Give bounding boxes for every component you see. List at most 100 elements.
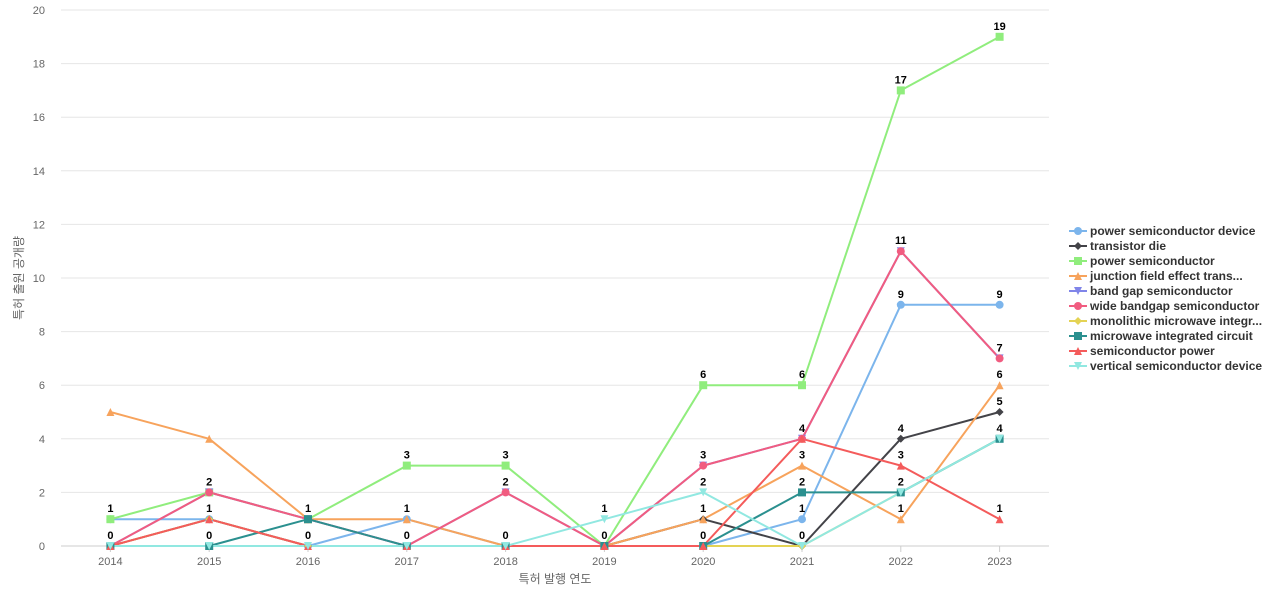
point-junction-field-effect-trans [798,461,806,470]
legend-item-transistor-die[interactable]: transistor die [1068,238,1262,253]
legend-label: semiconductor power [1090,343,1215,358]
data-label: 4 [997,423,1004,435]
point-wide-bandgap-semiconductor [896,247,905,256]
legend-marker-icon [1069,241,1087,250]
x-tick-label: 2017 [395,556,419,568]
legend-label: band gap semiconductor [1090,283,1233,298]
legend-item-power-semiconductor[interactable]: power semiconductor [1068,253,1262,268]
data-label: 19 [993,21,1005,33]
series-line-wide-bandgap-semiconductor [109,250,1001,547]
data-label: 0 [503,530,509,542]
x-axis-ticks: 2014 2015 2016 2017 2018 2019 2020 2021 2022 2023 [98,546,1012,568]
data-label: 2 [206,476,212,488]
point-semiconductor-power [798,434,806,443]
legend-symbol [1074,271,1082,280]
data-label: 6 [799,369,805,381]
legend-item-power-semiconductor-device[interactable]: power semiconductor device [1068,223,1262,238]
x-tick-label: 2019 [592,556,616,568]
y-tick-label: 14 [33,166,45,178]
legend-item-junction-field-effect-trans[interactable]: junction field effect trans... [1068,268,1262,283]
point-vertical-semiconductor-device [600,515,609,524]
data-label: 0 [107,530,113,542]
point-power-semiconductor [798,381,806,390]
point-vertical-semiconductor-device [995,434,1004,443]
data-label: 0 [601,530,607,542]
legend-label: monolithic microwave integr... [1090,313,1263,328]
gridlines [61,9,1049,547]
data-label: 2 [799,476,805,488]
legend-symbol [1074,316,1082,325]
legend-label: microwave integrated circuit [1090,328,1253,343]
data-label: 0 [305,530,311,542]
data-label: 0 [404,530,410,542]
point-junction-field-effect-trans [896,515,905,524]
point-semiconductor-power [896,461,905,470]
y-tick-label: 4 [39,434,45,446]
data-label: 0 [700,530,706,542]
point-wide-bandgap-semiconductor [699,461,708,470]
x-tick-label: 2023 [987,556,1011,568]
point-power-semiconductor [402,461,411,470]
y-tick-label: 8 [39,327,45,339]
y-tick-label: 0 [39,541,45,553]
data-label: 4 [799,423,806,435]
series-line-semiconductor-power [109,437,1001,547]
point-microwave-integrated-circuit [798,488,806,497]
data-label: 3 [404,450,410,462]
legend-item-semiconductor-power[interactable]: semiconductor power [1068,343,1262,358]
legend-symbol [1074,346,1082,355]
data-label: 1 [997,503,1003,515]
data-label: 0 [206,530,212,542]
legend-item-band-gap-semiconductor[interactable]: band gap semiconductor [1068,283,1262,298]
point-junction-field-effect-trans [205,434,214,443]
point-vertical-semiconductor-device [896,488,905,497]
data-label: 1 [700,503,706,515]
legend-item-microwave-integrated-circuit[interactable]: microwave integrated circuit [1068,328,1262,343]
x-tick-label: 2020 [691,556,715,568]
x-tick-label: 2022 [889,556,913,568]
legend-marker-icon [1069,286,1087,295]
legend-item-monolithic-microwave-integr[interactable]: monolithic microwave integr... [1068,313,1262,328]
data-label: 3 [503,450,509,462]
legend-label: transistor die [1090,238,1167,253]
point-vertical-semiconductor-device [501,542,510,550]
point-power-semiconductor [106,515,115,524]
point-vertical-semiconductor-device [699,488,708,497]
y-tick-label: 16 [33,112,45,124]
point-transistor-die [896,434,905,443]
data-label: 2 [898,476,904,488]
data-label: 1 [404,503,410,515]
legend-marker-icon [1069,226,1087,235]
y-tick-label: 6 [39,380,45,392]
data-label: 2 [503,476,509,488]
x-tick-label: 2018 [493,556,517,568]
data-label: 3 [898,450,904,462]
series-markers [106,32,1004,550]
x-tick-label: 2021 [790,556,814,568]
legend-symbol [1074,241,1082,250]
point-wide-bandgap-semiconductor [205,488,214,497]
x-axis-title: 특허 발행 연도 [519,571,592,586]
legend-marker-icon [1069,331,1087,340]
point-transistor-die [995,408,1004,416]
legend-item-vertical-semiconductor-device[interactable]: vertical semiconductor device [1068,358,1262,373]
data-label: 11 [895,235,907,247]
point-power-semiconductor [699,381,708,390]
point-junction-field-effect-trans [402,515,411,524]
y-tick-label: 20 [33,5,45,17]
data-label: 3 [700,450,706,462]
point-vertical-semiconductor-device [798,542,806,550]
data-label: 9 [898,289,904,301]
point-wide-bandgap-semiconductor [501,488,510,497]
point-power-semiconductor-device [798,515,806,524]
data-label: 9 [997,289,1003,301]
legend-symbol [1074,286,1082,295]
x-tick-label: 2016 [296,556,320,568]
data-label: 1 [898,503,904,515]
y-tick-label: 18 [33,59,45,71]
data-label: 1 [305,503,311,515]
point-vertical-semiconductor-device [205,542,214,550]
legend-item-wide-bandgap-semiconductor[interactable]: wide bandgap semiconductor [1068,298,1262,313]
legend-label: power semiconductor [1090,253,1215,268]
